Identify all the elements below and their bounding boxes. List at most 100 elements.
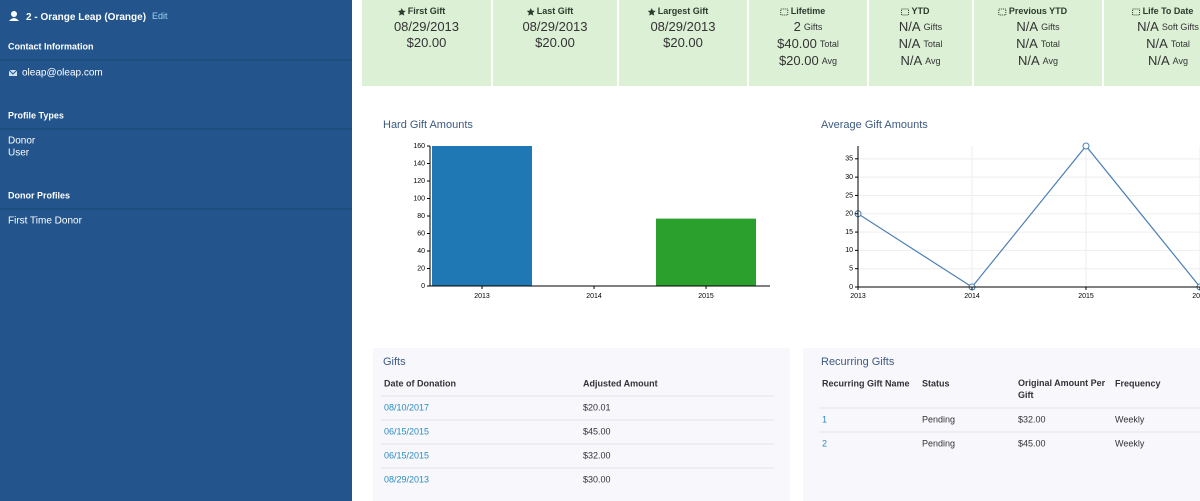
stat-line: N/A Avg [1148, 53, 1188, 68]
stat-line: 2 Gifts [794, 19, 823, 34]
y-tick-label: 30 [845, 174, 853, 181]
bar [432, 146, 532, 286]
stat-line: N/A Avg [900, 53, 940, 68]
row-link[interactable]: 08/29/2013 [384, 474, 429, 484]
point [1082, 142, 1090, 150]
table-title: Gifts [383, 356, 406, 368]
stat-line: N/A Soft Gifts [1137, 19, 1199, 34]
row-link[interactable]: 08/10/2017 [384, 402, 429, 412]
x-tick-label: 2016 [1192, 293, 1200, 300]
stat-cell [869, 0, 972, 86]
stat-label-text: Largest Gift [658, 6, 709, 16]
grid-icon [1132, 8, 1141, 16]
stat-line: 08/29/2013 [650, 19, 715, 34]
stat-value: 2 [794, 19, 801, 34]
grid-icon [901, 8, 909, 16]
x-tick-label: 2014 [964, 293, 980, 300]
gifts-panel [373, 348, 790, 501]
y-tick-label: 120 [413, 178, 425, 185]
stat-unit: Avg [925, 56, 940, 66]
stat-label: Largest Gift [658, 6, 709, 16]
y-tick-label: 100 [413, 195, 425, 202]
stat-unit: Gifts [1041, 22, 1060, 32]
stat-cell [362, 0, 491, 86]
stat-value: 08/29/2013 [394, 19, 459, 34]
header-line: Original Amount Per [1018, 378, 1106, 388]
y-tick-label: 25 [845, 192, 853, 199]
cell: $45.00 [583, 426, 611, 436]
chart-title: Average Gift Amounts [821, 119, 928, 131]
line-series [857, 145, 1200, 288]
x-tick-label: 2015 [1078, 293, 1094, 300]
stat-value: $20.00 [535, 35, 575, 50]
section-heading: Donor Profiles [8, 190, 70, 200]
column-header: Frequency [1115, 378, 1161, 388]
stat-label-text: Lifetime [791, 6, 826, 16]
stat-line: $20.00 [535, 35, 575, 50]
stat-unit: Total [1171, 39, 1190, 49]
stat-value: N/A [900, 53, 922, 68]
stat-label-text: First Gift [408, 6, 446, 16]
bar [656, 218, 756, 286]
stat-unit: Avg [822, 56, 837, 66]
chart-title: Hard Gift Amounts [383, 119, 473, 131]
y-tick-label: 35 [845, 156, 853, 163]
row-link[interactable]: 2 [822, 438, 827, 448]
profile-title: 2 - Orange Leap (Orange) Edit [26, 11, 168, 22]
stat-line: $40.00 Total [777, 36, 839, 51]
stat-line: $20.00 Avg [779, 53, 837, 68]
stat-label-text: YTD [912, 6, 931, 16]
column-header: Date of Donation [384, 378, 456, 388]
cell: Weekly [1115, 438, 1145, 448]
row-link[interactable]: 06/15/2015 [384, 426, 429, 436]
cell: $32.00 [583, 450, 611, 460]
stat-line: 08/29/2013 [522, 19, 587, 34]
y-tick-label: 10 [845, 247, 853, 254]
stat-label: Life To Date [1143, 6, 1194, 16]
stat-unit: Gifts [924, 22, 943, 32]
row-link[interactable]: 06/15/2015 [384, 450, 429, 460]
stat-line: N/A Total [899, 36, 943, 51]
mail-icon [8, 69, 18, 76]
y-tick-label: 60 [417, 230, 425, 237]
y-tick-label: 0 [849, 284, 853, 291]
cell: Pending [922, 438, 955, 448]
row-link[interactable]: 1 [822, 414, 827, 424]
x-tick-label: 2013 [850, 293, 866, 300]
stat-label: First Gift [408, 6, 446, 16]
x-tick-label: 2014 [586, 293, 602, 300]
star-icon [526, 8, 535, 16]
grid-icon [998, 8, 1007, 16]
profile-name: 2 - Orange Leap (Orange) [26, 12, 146, 23]
stat-label-text: Life To Date [1143, 6, 1194, 16]
stat-line: $20.00 [407, 35, 447, 50]
stat-value: $20.00 [663, 35, 703, 50]
stat-value: N/A [1016, 36, 1038, 51]
stat-value: N/A [1016, 19, 1038, 34]
y-tick-label: 160 [413, 143, 425, 150]
grid-icon [780, 8, 789, 16]
section-item: Donor [8, 136, 36, 147]
email-link[interactable]: oleap@oleap.com [22, 68, 103, 79]
cell: $30.00 [583, 474, 611, 484]
sidebar [0, 0, 352, 501]
stat-line: 08/29/2013 [394, 19, 459, 34]
stat-unit: Total [820, 39, 839, 49]
y-tick-label: 80 [417, 213, 425, 220]
edit-link[interactable]: Edit [152, 11, 168, 21]
stat-label-text: Previous YTD [1009, 6, 1068, 16]
stat-value: $40.00 [777, 36, 817, 51]
stat-value: N/A [1148, 53, 1170, 68]
star-icon [647, 8, 656, 16]
stat-unit: Total [1041, 39, 1060, 49]
stat-cell [493, 0, 617, 86]
stat-unit: Avg [1043, 56, 1058, 66]
stat-value: $20.00 [407, 35, 447, 50]
stat-cell [974, 0, 1102, 86]
stat-label: Last Gift [537, 6, 574, 16]
stat-value: N/A [899, 36, 921, 51]
stat-unit: Total [923, 39, 942, 49]
header-line: Gift [1018, 390, 1034, 400]
section-item: User [8, 148, 30, 159]
stat-cell [1104, 0, 1200, 86]
